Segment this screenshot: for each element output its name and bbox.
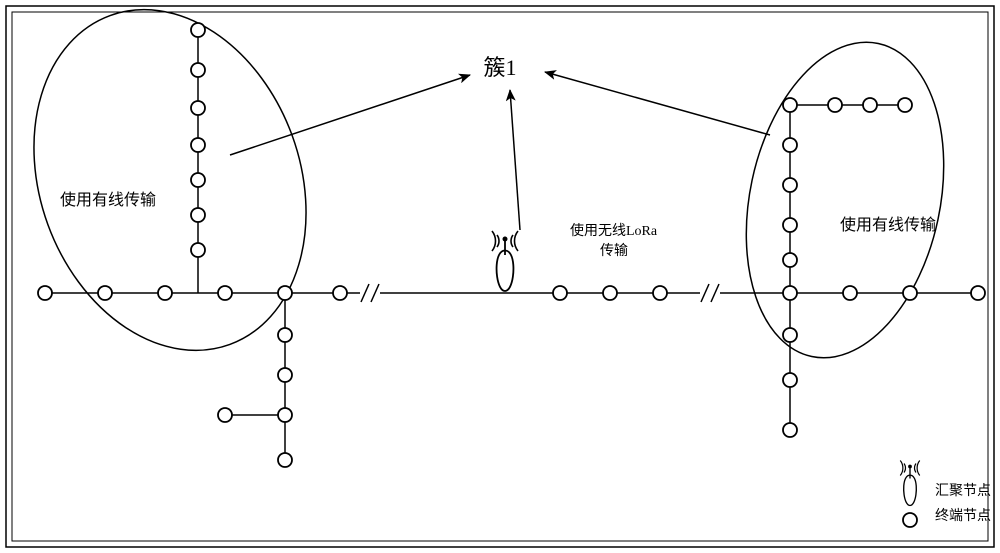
label-right-wired: 使用有线传输: [840, 216, 936, 234]
right-upper-node: [783, 253, 797, 267]
top-branch-node: [191, 101, 205, 115]
arrow-0: [230, 75, 470, 155]
main-bus-node: [603, 286, 617, 300]
label-left-wired: 使用有线传输: [60, 191, 156, 209]
top-branch-node: [191, 23, 205, 37]
left-lower-side-node: [218, 408, 232, 422]
sink-node-legend-icon: [900, 461, 920, 506]
top-branch-node: [191, 208, 205, 222]
main-bus-node: [843, 286, 857, 300]
left-lower-node: [278, 408, 292, 422]
left-lower-node: [278, 368, 292, 382]
right-upper-node: [783, 98, 797, 112]
right-upper-side-node: [898, 98, 912, 112]
right-upper-node: [783, 178, 797, 192]
label-lora-1: 使用无线LoRa: [570, 222, 658, 239]
top-branch-node: [191, 173, 205, 187]
right-lower-node: [783, 423, 797, 437]
main-bus-node: [218, 286, 232, 300]
main-bus-node: [333, 286, 347, 300]
cluster-ellipse-1: [719, 24, 971, 377]
main-bus-node: [783, 286, 797, 300]
right-upper-node: [783, 218, 797, 232]
right-lower-node: [783, 373, 797, 387]
main-bus-node: [553, 286, 567, 300]
main-bus-node: [98, 286, 112, 300]
label-lora-2: 传输: [600, 243, 628, 259]
cluster-title: 簇1: [483, 55, 516, 80]
top-branch-node: [191, 138, 205, 152]
main-bus-node: [971, 286, 985, 300]
right-upper-side-node: [828, 98, 842, 112]
arrow-2: [545, 72, 770, 135]
diagram-canvas: 簇1使用有线传输使用有线传输使用无线LoRa传输汇聚节点终端节点: [0, 0, 1000, 553]
right-upper-node: [783, 138, 797, 152]
legend-sink-label: 汇聚节点: [935, 483, 991, 499]
left-lower-node: [278, 453, 292, 467]
terminal-node-legend-icon: [903, 513, 917, 527]
arrow-1: [510, 90, 520, 230]
top-branch-node: [191, 243, 205, 257]
legend-terminal-label: 终端节点: [935, 508, 991, 524]
sink-node-main: [492, 231, 518, 291]
left-lower-node: [278, 328, 292, 342]
top-branch-node: [191, 63, 205, 77]
right-upper-side-node: [863, 98, 877, 112]
cluster-ellipse-0: [0, 0, 352, 389]
main-bus-node: [278, 286, 292, 300]
main-bus-node: [38, 286, 52, 300]
main-bus-node: [653, 286, 667, 300]
main-bus-node: [903, 286, 917, 300]
right-lower-node: [783, 328, 797, 342]
main-bus-node: [158, 286, 172, 300]
